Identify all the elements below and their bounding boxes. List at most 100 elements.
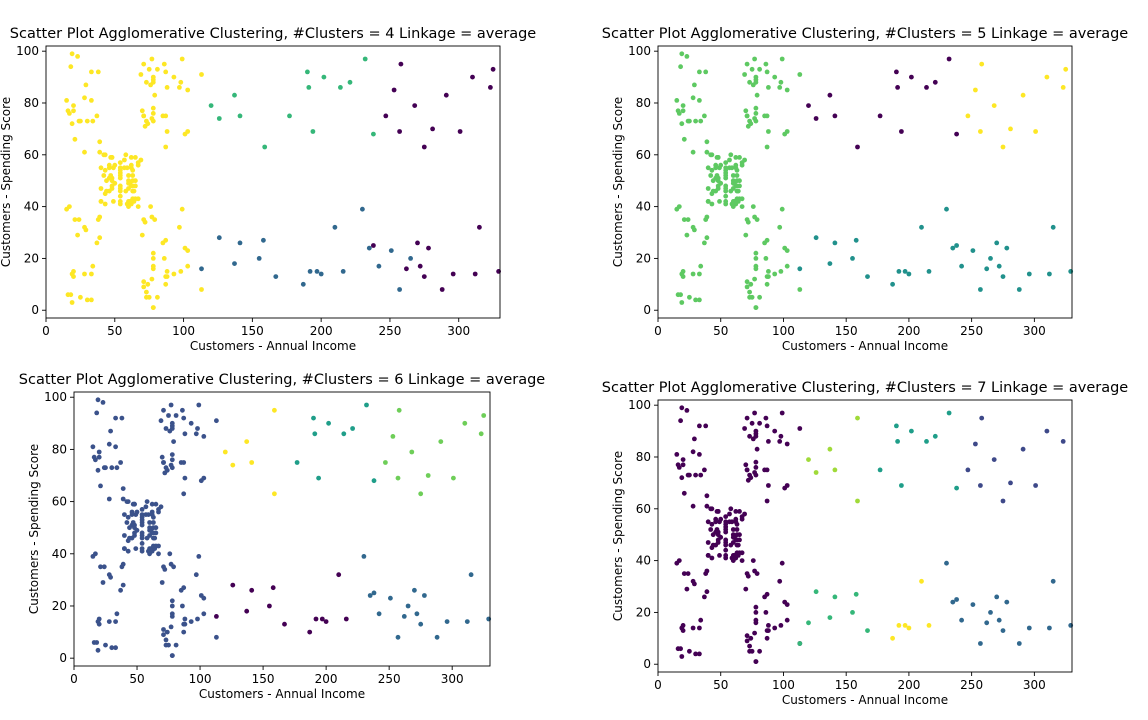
x-tick-label: 150 bbox=[835, 324, 858, 338]
data-point bbox=[678, 64, 683, 70]
data-point bbox=[106, 496, 112, 502]
data-point bbox=[813, 470, 819, 475]
data-point bbox=[899, 483, 904, 488]
data-point bbox=[78, 294, 83, 300]
data-point bbox=[161, 407, 166, 413]
data-point bbox=[139, 541, 145, 546]
data-point bbox=[896, 269, 902, 274]
data-point bbox=[188, 420, 194, 426]
data-point bbox=[723, 542, 729, 548]
data-point bbox=[784, 248, 790, 254]
chart-svg-clusters-4: Scatter Plot Agglomerative Clustering, #… bbox=[0, 26, 537, 353]
data-point bbox=[772, 74, 778, 80]
data-point bbox=[747, 643, 752, 649]
data-point bbox=[733, 162, 739, 168]
data-point bbox=[1063, 66, 1069, 72]
data-point bbox=[150, 111, 156, 116]
data-point bbox=[149, 276, 155, 282]
data-point bbox=[932, 433, 938, 439]
data-point bbox=[1008, 126, 1013, 132]
data-point bbox=[674, 98, 680, 103]
data-point bbox=[779, 410, 785, 416]
data-point bbox=[684, 408, 690, 413]
data-point bbox=[954, 597, 959, 602]
x-tick-label: 150 bbox=[835, 678, 858, 692]
y-tick-label: 60 bbox=[636, 148, 651, 162]
data-point bbox=[994, 594, 1000, 600]
data-point bbox=[1033, 129, 1038, 134]
x-tick-label: 200 bbox=[897, 324, 920, 338]
chart-title: Scatter Plot Agglomerative Clustering, #… bbox=[19, 372, 546, 388]
data-point bbox=[287, 113, 292, 119]
data-point bbox=[397, 287, 402, 292]
data-point bbox=[94, 410, 100, 416]
data-point bbox=[124, 165, 130, 171]
data-point bbox=[679, 300, 685, 305]
data-point bbox=[764, 144, 770, 150]
data-point bbox=[747, 289, 752, 295]
data-point bbox=[93, 551, 98, 557]
data-point bbox=[124, 520, 130, 525]
data-point bbox=[865, 274, 870, 279]
data-point bbox=[743, 462, 749, 468]
data-point bbox=[111, 199, 116, 204]
data-point bbox=[135, 196, 141, 202]
data-point bbox=[199, 72, 204, 77]
data-point bbox=[120, 496, 126, 502]
data-point bbox=[177, 224, 182, 230]
data-point bbox=[743, 232, 749, 238]
data-point bbox=[698, 617, 704, 623]
data-point bbox=[64, 98, 69, 103]
data-point bbox=[199, 287, 204, 292]
data-point bbox=[713, 519, 719, 525]
scatter-points bbox=[674, 405, 1074, 664]
x-tick-label: 50 bbox=[713, 678, 728, 692]
scatter-points bbox=[674, 51, 1074, 310]
data-point bbox=[979, 415, 985, 421]
data-point bbox=[139, 530, 145, 536]
data-point bbox=[679, 121, 685, 127]
data-point bbox=[778, 433, 784, 439]
chart-svg-clusters-5: Scatter Plot Agglomerative Clustering, #… bbox=[602, 26, 1129, 353]
data-point bbox=[895, 85, 900, 90]
data-point bbox=[766, 274, 771, 279]
data-point bbox=[978, 287, 983, 292]
data-point bbox=[735, 542, 741, 548]
data-point bbox=[169, 614, 175, 619]
x-axis-label: Customers - Annual Income bbox=[782, 339, 948, 353]
data-point bbox=[753, 250, 759, 256]
data-point bbox=[273, 274, 279, 279]
data-point bbox=[95, 647, 101, 653]
data-point bbox=[996, 617, 1002, 623]
data-point bbox=[396, 407, 402, 413]
data-point bbox=[164, 85, 170, 90]
data-point bbox=[764, 69, 770, 75]
data-point bbox=[343, 616, 349, 622]
data-point bbox=[855, 144, 860, 150]
data-point bbox=[123, 152, 129, 158]
data-point bbox=[439, 287, 445, 292]
data-point bbox=[779, 56, 785, 62]
data-point bbox=[757, 420, 762, 426]
data-point bbox=[797, 72, 803, 77]
data-point bbox=[704, 493, 710, 499]
data-point bbox=[150, 266, 156, 272]
data-point bbox=[909, 428, 914, 434]
data-point bbox=[178, 269, 184, 274]
data-point bbox=[748, 121, 754, 127]
data-point bbox=[122, 533, 127, 538]
data-point bbox=[680, 274, 686, 279]
data-point bbox=[153, 525, 159, 531]
data-point bbox=[832, 594, 838, 600]
data-point bbox=[723, 537, 729, 543]
data-point bbox=[723, 547, 729, 553]
x-tick-label: 100 bbox=[189, 672, 212, 686]
data-point bbox=[161, 632, 166, 638]
chart-title: Scatter Plot Agglomerative Clustering, #… bbox=[10, 26, 537, 42]
data-point bbox=[361, 554, 367, 559]
data-point bbox=[753, 118, 759, 124]
data-point bbox=[161, 627, 166, 632]
data-point bbox=[146, 512, 151, 517]
data-point bbox=[169, 603, 175, 609]
plot-frame bbox=[73, 391, 491, 667]
